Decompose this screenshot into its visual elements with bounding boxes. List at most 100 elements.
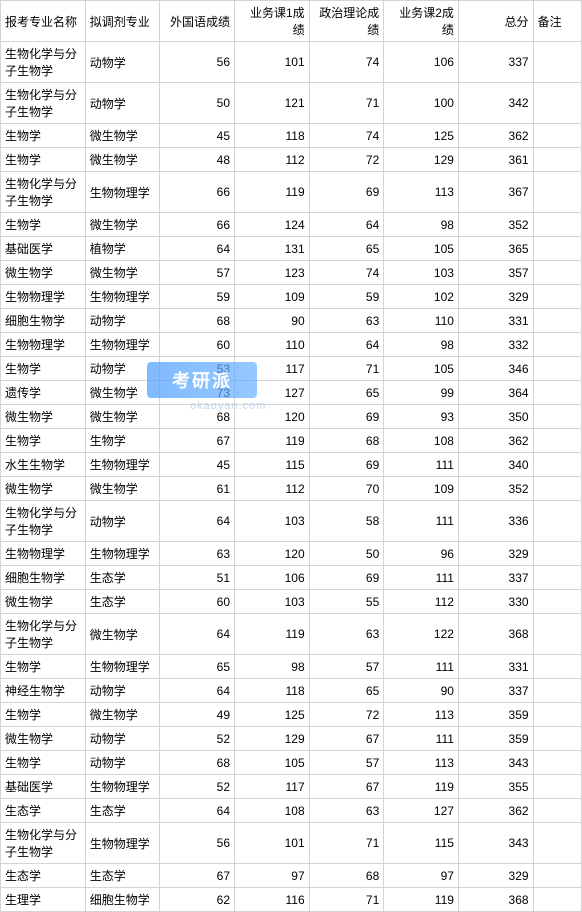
cell-foreign: 64	[160, 501, 235, 542]
table-row: 生物化学与分子生物学微生物学6411963122368	[1, 614, 582, 655]
table-row: 神经生物学动物学641186590337	[1, 679, 582, 703]
cell-target: 生态学	[85, 799, 160, 823]
cell-course2: 98	[384, 213, 459, 237]
cell-politics: 69	[309, 172, 384, 213]
cell-foreign: 45	[160, 453, 235, 477]
cell-course1: 97	[235, 864, 310, 888]
cell-course2: 111	[384, 655, 459, 679]
cell-target: 生态学	[85, 864, 160, 888]
cell-course2: 109	[384, 477, 459, 501]
cell-course1: 127	[235, 381, 310, 405]
table-row: 生物物理学生物物理学601106498332	[1, 333, 582, 357]
cell-target: 动物学	[85, 83, 160, 124]
cell-remark	[533, 542, 581, 566]
cell-politics: 68	[309, 429, 384, 453]
cell-total: 337	[458, 679, 533, 703]
cell-course1: 90	[235, 309, 310, 333]
cell-course1: 119	[235, 614, 310, 655]
cell-politics: 72	[309, 703, 384, 727]
cell-course2: 102	[384, 285, 459, 309]
cell-total: 329	[458, 285, 533, 309]
cell-course2: 106	[384, 42, 459, 83]
cell-target: 动物学	[85, 501, 160, 542]
cell-foreign: 68	[160, 751, 235, 775]
cell-politics: 58	[309, 501, 384, 542]
cell-target: 生物物理学	[85, 333, 160, 357]
cell-target: 动物学	[85, 727, 160, 751]
cell-total: 362	[458, 124, 533, 148]
cell-foreign: 67	[160, 864, 235, 888]
cell-target: 生态学	[85, 566, 160, 590]
cell-total: 364	[458, 381, 533, 405]
cell-remark	[533, 477, 581, 501]
cell-major: 生物物理学	[1, 333, 86, 357]
cell-major: 生物学	[1, 429, 86, 453]
cell-remark	[533, 775, 581, 799]
cell-major: 生态学	[1, 799, 86, 823]
cell-course1: 103	[235, 590, 310, 614]
cell-course1: 105	[235, 751, 310, 775]
cell-course1: 124	[235, 213, 310, 237]
cell-course2: 105	[384, 357, 459, 381]
table-row: 生理学细胞生物学6211671119368	[1, 888, 582, 912]
cell-course1: 109	[235, 285, 310, 309]
cell-total: 337	[458, 566, 533, 590]
cell-target: 微生物学	[85, 614, 160, 655]
cell-course1: 101	[235, 42, 310, 83]
cell-course1: 120	[235, 542, 310, 566]
cell-course1: 120	[235, 405, 310, 429]
cell-course1: 118	[235, 679, 310, 703]
cell-major: 遗传学	[1, 381, 86, 405]
cell-remark	[533, 799, 581, 823]
cell-foreign: 53	[160, 357, 235, 381]
cell-course2: 96	[384, 542, 459, 566]
cell-course1: 125	[235, 703, 310, 727]
table-row: 生物学微生物学4511874125362	[1, 124, 582, 148]
cell-target: 动物学	[85, 679, 160, 703]
cell-major: 生理学	[1, 888, 86, 912]
header-course1: 业务课1成绩	[235, 1, 310, 42]
cell-target: 植物学	[85, 237, 160, 261]
cell-course2: 98	[384, 333, 459, 357]
cell-total: 329	[458, 864, 533, 888]
cell-target: 微生物学	[85, 405, 160, 429]
cell-foreign: 60	[160, 333, 235, 357]
cell-target: 微生物学	[85, 148, 160, 172]
cell-major: 基础医学	[1, 775, 86, 799]
cell-course1: 117	[235, 775, 310, 799]
cell-course2: 129	[384, 148, 459, 172]
cell-total: 357	[458, 261, 533, 285]
cell-remark	[533, 213, 581, 237]
score-table: 报考专业名称 拟调剂专业 外国语成绩 业务课1成绩 政治理论成绩 业务课2成绩 …	[0, 0, 582, 912]
header-total: 总分	[458, 1, 533, 42]
table-row: 生态学生态学6410863127362	[1, 799, 582, 823]
cell-total: 342	[458, 83, 533, 124]
table-row: 生物学动物学6810557113343	[1, 751, 582, 775]
cell-politics: 67	[309, 727, 384, 751]
cell-major: 水生生物学	[1, 453, 86, 477]
cell-total: 330	[458, 590, 533, 614]
cell-foreign: 49	[160, 703, 235, 727]
cell-course2: 111	[384, 453, 459, 477]
table-row: 生态学生态学67976897329	[1, 864, 582, 888]
cell-remark	[533, 237, 581, 261]
cell-foreign: 61	[160, 477, 235, 501]
cell-total: 350	[458, 405, 533, 429]
cell-politics: 72	[309, 148, 384, 172]
cell-course1: 117	[235, 357, 310, 381]
cell-foreign: 64	[160, 799, 235, 823]
cell-target: 微生物学	[85, 124, 160, 148]
cell-target: 生物物理学	[85, 285, 160, 309]
cell-major: 微生物学	[1, 590, 86, 614]
cell-course1: 112	[235, 477, 310, 501]
cell-total: 343	[458, 751, 533, 775]
cell-remark	[533, 148, 581, 172]
cell-politics: 71	[309, 823, 384, 864]
cell-course1: 116	[235, 888, 310, 912]
cell-course1: 131	[235, 237, 310, 261]
cell-target: 生物学	[85, 429, 160, 453]
cell-course1: 112	[235, 148, 310, 172]
cell-major: 生物化学与分子生物学	[1, 501, 86, 542]
cell-course2: 122	[384, 614, 459, 655]
cell-total: 362	[458, 799, 533, 823]
